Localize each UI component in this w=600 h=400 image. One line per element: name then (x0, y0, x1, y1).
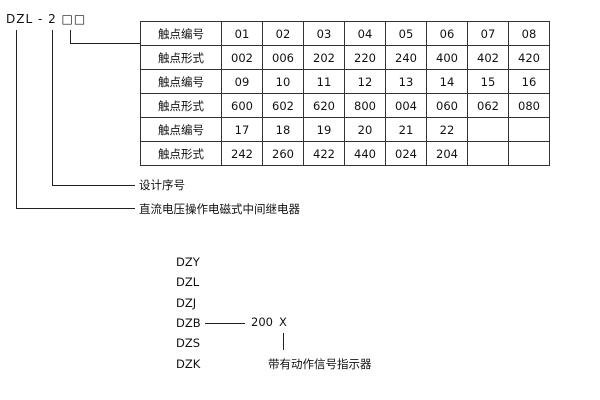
table-row: 触点形式 600 602 620 800 004 060 062 080 (140, 93, 550, 118)
table-cell: 09 (221, 69, 263, 94)
table-cell: 14 (426, 69, 468, 94)
table-row: 触点形式 242 260 422 440 024 204 (140, 141, 550, 166)
table-cell: 10 (262, 69, 304, 94)
table-row: 触点形式 002 006 202 220 240 400 402 420 (140, 45, 550, 70)
table-cell: 002 (221, 45, 263, 70)
row-label: 触点形式 (140, 93, 222, 118)
table-cell: 620 (303, 93, 345, 118)
table-cell: 602 (262, 93, 304, 118)
leader-line-design-h (52, 185, 135, 186)
table-cell: 20 (344, 117, 386, 142)
table-cell: 18 (262, 117, 304, 142)
table-cell: 220 (344, 45, 386, 70)
series-item: DZL (176, 275, 200, 290)
table-cell: 402 (467, 45, 509, 70)
table-cell: 024 (385, 141, 427, 166)
series-item: DZJ (176, 295, 197, 310)
type-label: 直流电压操作电磁式中间继电器 (139, 202, 300, 216)
table-row: 触点编号 09 10 11 12 13 14 15 16 (140, 69, 550, 94)
table-cell: 062 (467, 93, 509, 118)
table-cell: 600 (221, 93, 263, 118)
design-no-label: 设计序号 (139, 178, 185, 192)
table-cell (467, 117, 509, 142)
leader-line-type-h (16, 208, 135, 209)
table-cell: 19 (303, 117, 345, 142)
table-cell: 204 (426, 141, 468, 166)
table-cell: 17 (221, 117, 263, 142)
table-cell (508, 117, 550, 142)
leader-line-type (16, 30, 17, 209)
table-cell: 060 (426, 93, 468, 118)
table-cell: 07 (467, 21, 509, 46)
table-cell: 05 (385, 21, 427, 46)
table-row: 触点编号 01 02 03 04 05 06 07 08 (140, 21, 550, 46)
table-cell (508, 141, 550, 166)
table-cell: 16 (508, 69, 550, 94)
table-cell: 01 (221, 21, 263, 46)
table-cell: 080 (508, 93, 550, 118)
series-item: DZK (176, 356, 201, 371)
series-item: DZB (176, 315, 201, 330)
table-row: 触点编号 17 18 19 20 21 22 (140, 117, 550, 142)
leader-line-design (52, 30, 53, 186)
series-connector-line (205, 323, 245, 324)
row-label: 触点编号 (140, 21, 222, 46)
table-cell: 420 (508, 45, 550, 70)
table-cell: 006 (262, 45, 304, 70)
table-cell: 02 (262, 21, 304, 46)
table-cell: 240 (385, 45, 427, 70)
table-cell: 242 (221, 141, 263, 166)
leader-line-contact-h (70, 43, 140, 44)
contact-table: 触点编号 01 02 03 04 05 06 07 08 触点形式 002 006 202 220 240 4… (140, 21, 550, 166)
model-code: DZL - 2 □□ (6, 12, 87, 26)
series-item: DZS (176, 336, 201, 351)
table-cell: 03 (303, 21, 345, 46)
row-label: 触点编号 (140, 69, 222, 94)
suffix-code: 200 (251, 315, 273, 329)
row-label: 触点编号 (140, 117, 222, 142)
row-label: 触点形式 (140, 45, 222, 70)
table-cell: 12 (344, 69, 386, 94)
table-cell: 260 (262, 141, 304, 166)
table-cell: 06 (426, 21, 468, 46)
row-label: 触点形式 (140, 141, 222, 166)
table-cell: 15 (467, 69, 509, 94)
table-cell: 800 (344, 93, 386, 118)
indicator-line (283, 333, 284, 350)
table-cell: 11 (303, 69, 345, 94)
table-cell: 08 (508, 21, 550, 46)
indicator-label: 带有动作信号指示器 (268, 357, 372, 371)
table-cell (467, 141, 509, 166)
table-cell: 22 (426, 117, 468, 142)
leader-line-contact (70, 30, 71, 44)
suffix-x: X (279, 315, 287, 329)
table-cell: 13 (385, 69, 427, 94)
table-cell: 004 (385, 93, 427, 118)
table-cell: 202 (303, 45, 345, 70)
table-cell: 440 (344, 141, 386, 166)
table-cell: 21 (385, 117, 427, 142)
table-cell: 400 (426, 45, 468, 70)
table-cell: 422 (303, 141, 345, 166)
table-cell: 04 (344, 21, 386, 46)
series-item: DZY (176, 255, 200, 269)
